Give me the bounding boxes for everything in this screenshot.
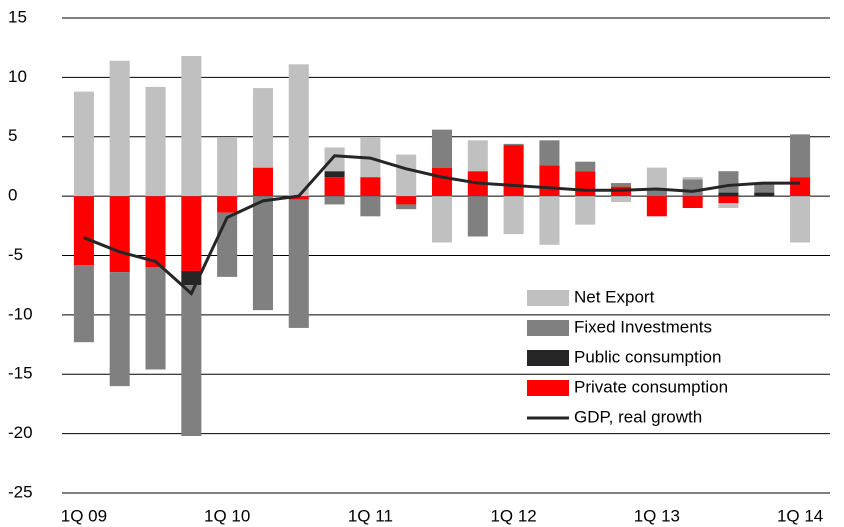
bar-segment bbox=[252, 88, 273, 168]
bar-segment bbox=[288, 64, 309, 197]
x-tick-label: 1Q 12 bbox=[490, 506, 536, 525]
x-tick-label: 1Q 10 bbox=[204, 506, 250, 525]
bar-segment bbox=[646, 190, 667, 197]
y-tick-label: -15 bbox=[8, 364, 33, 383]
bar-segment bbox=[145, 267, 166, 370]
bar-segment bbox=[539, 140, 560, 166]
bar-segment bbox=[73, 265, 94, 343]
bar-segment bbox=[718, 171, 739, 193]
bar-segment bbox=[611, 196, 632, 203]
bar-segment bbox=[109, 272, 130, 387]
bar-segment bbox=[718, 196, 739, 204]
y-tick-label: 10 bbox=[8, 67, 27, 86]
bar-segment bbox=[73, 196, 94, 265]
bar-segment bbox=[503, 196, 524, 235]
bar-segment bbox=[324, 196, 345, 205]
bar-segment bbox=[73, 91, 94, 197]
bar-segment bbox=[431, 196, 453, 243]
bar-segment bbox=[288, 196, 309, 200]
bar-segment bbox=[145, 86, 166, 197]
x-tick-label: 1Q 13 bbox=[634, 506, 680, 525]
bar-segment bbox=[646, 196, 667, 217]
legend-swatch bbox=[527, 290, 569, 306]
bar-segment bbox=[754, 183, 775, 193]
x-tick-label: 1Q 09 bbox=[61, 506, 107, 525]
bar-segment bbox=[396, 154, 417, 197]
legend-label: Private consumption bbox=[574, 377, 728, 396]
bar-segment bbox=[252, 167, 273, 197]
bar-segment bbox=[790, 134, 811, 178]
bar-segment bbox=[575, 161, 596, 172]
bar-segment bbox=[145, 196, 166, 268]
bar-segment bbox=[718, 203, 739, 208]
bar-segment bbox=[431, 167, 453, 197]
x-tick-label: 1Q 11 bbox=[348, 506, 393, 525]
legend-label: Fixed Investments bbox=[574, 317, 712, 336]
bar-segment bbox=[252, 196, 273, 311]
bar-segment bbox=[109, 196, 130, 273]
bar-segment bbox=[646, 167, 667, 191]
bar-segment bbox=[682, 177, 703, 180]
bar-segment bbox=[181, 285, 202, 436]
legend-swatch bbox=[527, 320, 569, 336]
bar-segment bbox=[503, 143, 524, 146]
bar-segment bbox=[396, 204, 417, 210]
bar-segment bbox=[324, 171, 345, 178]
bar-segment bbox=[682, 196, 703, 208]
bar-segment bbox=[181, 196, 202, 271]
bar-segment bbox=[324, 147, 345, 172]
legend-label: Public consumption bbox=[574, 347, 721, 366]
legend-swatch bbox=[527, 380, 569, 396]
bar-segment bbox=[324, 177, 345, 197]
bar-segment bbox=[575, 196, 596, 225]
bar-segment bbox=[754, 192, 775, 197]
bar-segment bbox=[503, 145, 524, 197]
legend-label: Net Export bbox=[574, 287, 655, 306]
y-tick-label: -5 bbox=[8, 245, 23, 264]
legend-label: GDP, real growth bbox=[574, 407, 702, 426]
bar-segment bbox=[790, 177, 811, 197]
bar-segment bbox=[682, 179, 703, 197]
x-tick-label: 1Q 14 bbox=[777, 506, 823, 525]
bar-segment bbox=[217, 137, 238, 197]
y-tick-label: 0 bbox=[8, 186, 17, 205]
bar-segment bbox=[217, 196, 238, 213]
bar-segment bbox=[539, 196, 560, 245]
bar-segment bbox=[790, 196, 811, 243]
bar-segment bbox=[431, 129, 453, 168]
bar-segment bbox=[109, 60, 130, 197]
bar-segment bbox=[181, 56, 202, 197]
y-tick-label: -10 bbox=[8, 304, 33, 323]
y-tick-label: 5 bbox=[8, 126, 17, 145]
bar-segment bbox=[539, 165, 560, 197]
y-tick-label: -20 bbox=[8, 423, 33, 442]
bar-segment bbox=[467, 140, 488, 172]
bar-segment bbox=[288, 199, 309, 328]
bar-segment bbox=[396, 196, 417, 205]
bar-segment bbox=[575, 171, 596, 197]
bar-segment bbox=[360, 196, 381, 217]
legend-swatch bbox=[527, 350, 569, 366]
bar-segment bbox=[718, 192, 739, 197]
line-series bbox=[83, 154, 801, 296]
bar-segment bbox=[360, 177, 381, 197]
y-tick-label: -25 bbox=[8, 482, 33, 501]
bar-segment bbox=[467, 196, 488, 237]
bar-segment bbox=[611, 183, 632, 187]
y-tick-label: 15 bbox=[8, 7, 27, 26]
bar-segment bbox=[217, 212, 238, 277]
